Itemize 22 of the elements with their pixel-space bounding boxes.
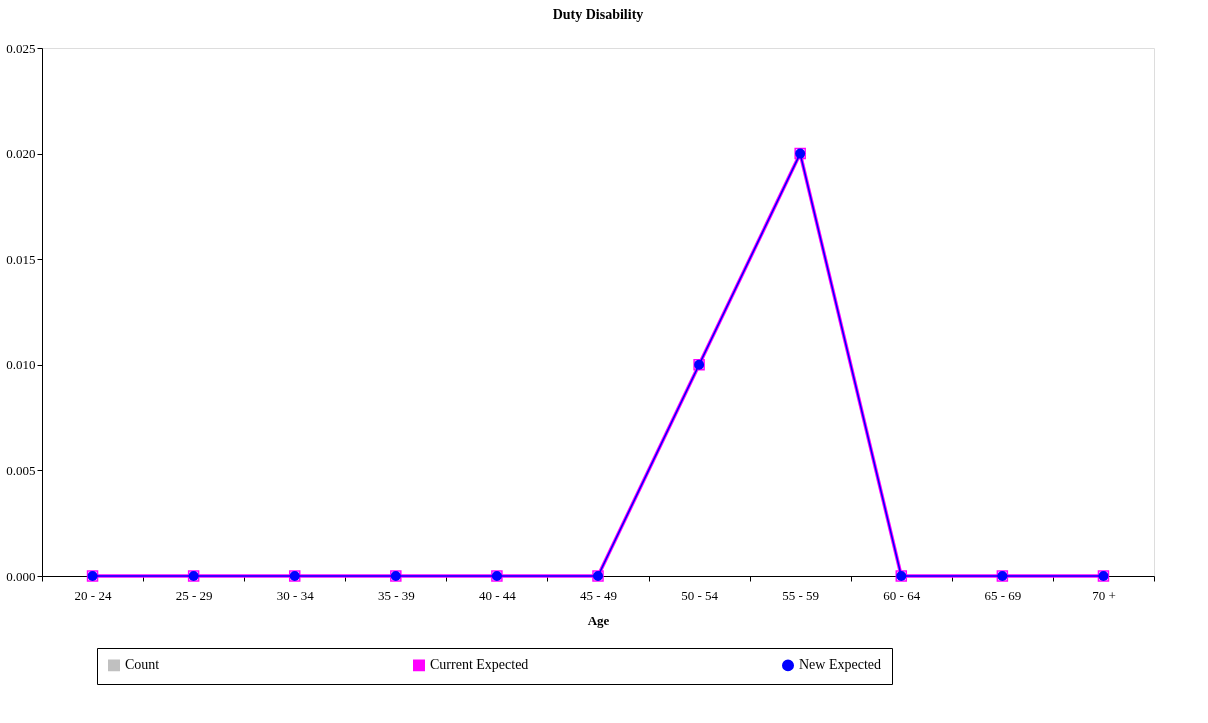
x-tick-label: 50 - 54: [681, 587, 719, 603]
x-tick-label: 60 - 64: [883, 587, 921, 603]
x-axis-title: Age: [587, 612, 610, 628]
x-tick-label: 20 - 24: [74, 587, 112, 603]
x-tick-label: 40 - 44: [478, 587, 517, 603]
legend-label: New Expected: [799, 657, 882, 673]
y-tick-label: 0.005: [6, 462, 36, 478]
x-tick-label: 35 - 39: [377, 587, 415, 603]
y-tick-label: 0.000: [6, 568, 36, 584]
x-tick-label: 30 - 34: [276, 587, 315, 603]
y-tick-label: 0.010: [6, 357, 36, 373]
y-tick-label: 0.015: [6, 251, 36, 267]
y-tick-label: 0.020: [6, 146, 36, 162]
x-tick-label: 70 +: [1092, 587, 1116, 603]
y-tick-label: 0.025: [6, 40, 36, 56]
legend-label: Current Expected: [430, 657, 529, 673]
legend-label: Count: [125, 657, 160, 673]
x-tick-label: 55 - 59: [782, 587, 820, 603]
x-tick-label: 45 - 49: [580, 587, 617, 603]
x-tick-label: 25 - 29: [175, 587, 213, 603]
chart-title: Duty Disability: [552, 7, 644, 22]
x-tick-label: 65 - 69: [984, 587, 1022, 603]
